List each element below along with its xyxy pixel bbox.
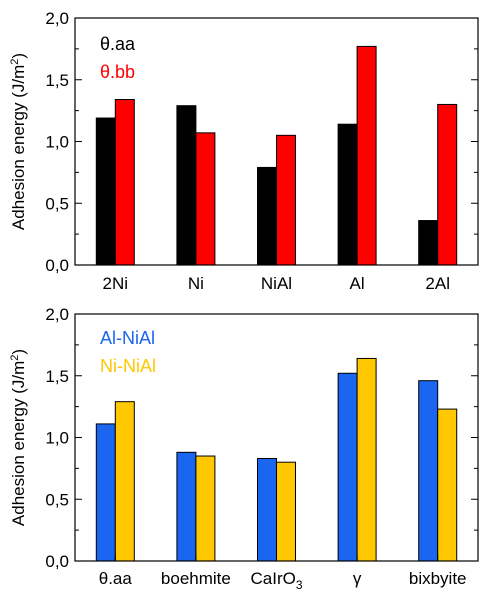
bar-2-series2-1 — [114, 401, 135, 562]
y-axis-label: Adhesion energy (J/m2) — [9, 53, 28, 230]
y-tick-label: 0,5 — [45, 194, 69, 213]
bar-1-series1-4 — [337, 123, 358, 266]
chart-panel-1: 0,0 0,5 1,0 1,5 2,0 2Ni Ni NiAl Al 2Al Adhesion en… — [9, 9, 479, 293]
bar-2-series1-3 — [257, 457, 277, 562]
bar-1-series1-3 — [257, 166, 277, 266]
x-tick-label: 2Ni — [103, 274, 129, 293]
legend-entry-1: θ.aa — [100, 34, 136, 54]
bar-1-series2-4 — [356, 45, 377, 266]
bar-1-series1-2 — [176, 105, 197, 266]
x-tick-label: bixbyite — [409, 569, 467, 588]
bar-2-series2-3 — [276, 461, 296, 562]
y-tick-label: 1,0 — [45, 429, 69, 448]
bar-2-series2-5 — [437, 408, 458, 562]
x-tick-label: Ni — [188, 274, 204, 293]
legend-entry-1: Al-NiAl — [100, 328, 155, 348]
y-tick-label: 2,0 — [45, 305, 69, 324]
y-tick-label: 1,5 — [45, 367, 69, 386]
bar-1-series2-1 — [114, 99, 135, 266]
y-tick-label: 0,0 — [45, 256, 69, 275]
y-tick-label: 0,5 — [45, 490, 69, 509]
x-tick-label: θ.aa — [99, 569, 133, 588]
bar-1-series1-1 — [95, 117, 116, 266]
bar-2-series2-2 — [195, 455, 216, 562]
bar-2-series1-1 — [95, 423, 116, 562]
chart-panel-2: 0,0 0,5 1,0 1,5 2,0 θ.aa boehmite CaIrO3 γ bixbyi… — [9, 305, 479, 592]
x-tick-label: Al — [350, 274, 365, 293]
x-tick-label: γ — [353, 569, 362, 588]
y-tick-label: 1,0 — [45, 133, 69, 152]
y-axis-label: Adhesion energy (J/m2) — [9, 349, 28, 526]
bar-2-series1-4 — [337, 372, 358, 562]
bar-2-series1-2 — [176, 451, 197, 562]
bar-1-series1-5 — [418, 220, 439, 266]
x-tick-label: NiAl — [261, 274, 292, 293]
x-tick-label: 2Al — [425, 274, 450, 293]
legend-entry-2: θ.bb — [100, 62, 135, 82]
bar-1-series2-5 — [437, 103, 458, 266]
bar-1-series2-2 — [195, 132, 216, 266]
y-tick-label: 1,5 — [45, 71, 69, 90]
legend-entry-2: Ni-NiAl — [100, 356, 156, 376]
y-tick-label: 2,0 — [45, 9, 69, 28]
bar-2-series2-4 — [356, 357, 377, 562]
bar-2-series1-5 — [418, 380, 439, 562]
x-tick-label: boehmite — [161, 569, 231, 588]
y-tick-label: 0,0 — [45, 552, 69, 571]
x-tick-label: CaIrO3 — [250, 569, 302, 592]
bar-1-series2-3 — [276, 134, 296, 266]
